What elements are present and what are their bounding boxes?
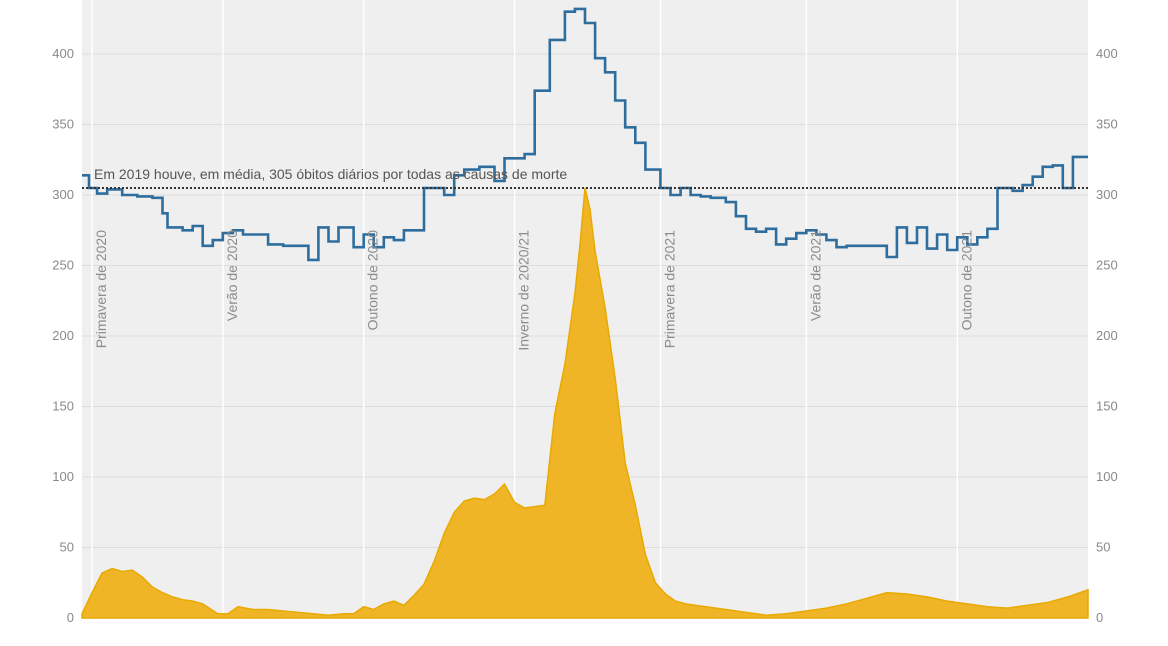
y-tick-label-left: 100 (52, 469, 74, 484)
y-tick-label-right: 300 (1096, 187, 1118, 202)
y-tick-label-right: 250 (1096, 258, 1118, 273)
season-labels: Primavera de 2020 Verão de 2020 Outono de … (93, 230, 974, 351)
season-label: Outono de 2020 (365, 230, 381, 331)
y-tick-label-left: 200 (52, 328, 74, 343)
y-tick-label-left: 150 (52, 399, 74, 414)
y-tick-label-right: 400 (1096, 46, 1118, 61)
season-label: Verão de 2021 (807, 230, 823, 321)
all-cause-deaths-line (82, 7, 1088, 262)
season-label: Inverno de 2020/21 (516, 230, 532, 351)
y-tick-label-left: 300 (52, 187, 74, 202)
season-label: Verão de 2020 (224, 230, 240, 321)
season-label: Outono de 2021 (958, 230, 974, 331)
y-tick-label-right: 100 (1096, 469, 1118, 484)
y-tick-label-right: 200 (1096, 328, 1118, 343)
reference-label: Em 2019 houve, em média, 305 óbitos diár… (94, 166, 567, 182)
y-tick-label-left: 0 (67, 610, 74, 625)
y-axis-right: 0 50 100 150 200 250 300 350 400 (1096, 46, 1118, 625)
y-tick-label-right: 0 (1096, 610, 1103, 625)
season-label: Primavera de 2021 (662, 230, 678, 349)
y-tick-label-right: 50 (1096, 540, 1110, 555)
covid-deaths-area (81, 187, 1089, 619)
y-tick-label-left: 50 (60, 540, 74, 555)
y-tick-label-right: 150 (1096, 399, 1118, 414)
y-tick-label-right: 350 (1096, 117, 1118, 132)
y-axis-left: 0 50 100 150 200 250 300 350 400 (52, 46, 74, 625)
y-tick-label-left: 250 (52, 258, 74, 273)
y-tick-label-left: 350 (52, 117, 74, 132)
y-tick-label-left: 400 (52, 46, 74, 61)
season-label: Primavera de 2020 (93, 230, 109, 349)
